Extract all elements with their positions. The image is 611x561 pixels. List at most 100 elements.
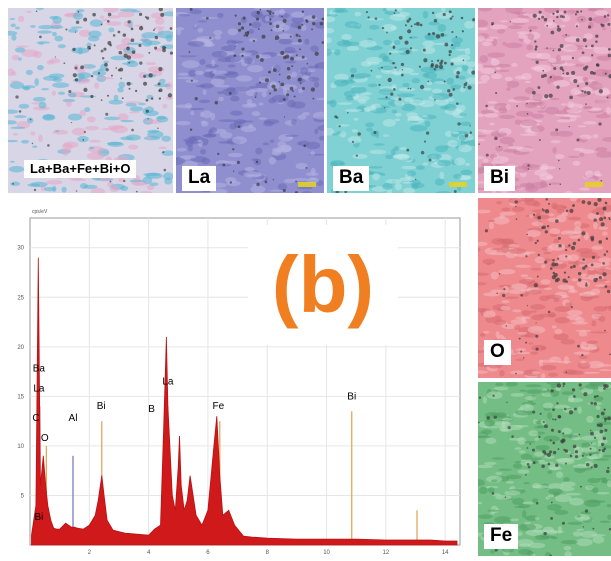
map-grain	[298, 88, 304, 93]
map-dark-speck	[431, 11, 435, 15]
map-grain	[486, 475, 503, 483]
map-dark-speck	[557, 448, 560, 450]
map-grain	[337, 102, 353, 105]
map-grain	[478, 350, 485, 353]
y-tick-label: 20	[17, 345, 24, 351]
map-grain	[165, 96, 173, 100]
map-grain	[411, 78, 421, 84]
map-dark-speck	[505, 325, 508, 327]
map-grain	[347, 136, 362, 144]
map-dark-speck	[107, 12, 112, 17]
map-grain	[282, 87, 288, 95]
map-dark-speck	[526, 447, 529, 449]
map-dark-speck	[608, 528, 611, 531]
map-dark-speck	[97, 72, 101, 75]
map-grain	[567, 395, 575, 403]
map-grain	[499, 369, 505, 377]
map-dark-speck	[194, 96, 198, 101]
map-grain	[518, 450, 526, 454]
map-grain	[409, 72, 420, 76]
map-grain	[350, 86, 367, 94]
map-dark-speck	[546, 225, 550, 228]
map-dark-speck	[289, 35, 292, 38]
map-grain	[512, 463, 523, 469]
map-grain	[398, 67, 414, 74]
map-grain	[395, 112, 402, 117]
map-grain	[461, 64, 469, 72]
map-dark-speck	[298, 35, 301, 38]
map-grain	[556, 54, 562, 62]
map-dark-speck	[451, 15, 454, 18]
map-grain	[153, 26, 166, 30]
map-dark-speck	[576, 10, 579, 14]
map-dark-speck	[381, 66, 383, 69]
map-grain	[547, 372, 559, 377]
map-grain	[561, 211, 569, 217]
map-dark-speck	[110, 74, 113, 77]
map-dark-speck	[607, 47, 611, 51]
map-grain	[518, 278, 536, 285]
map-grain	[580, 511, 592, 515]
map-grain	[567, 521, 583, 525]
map-dark-speck	[157, 127, 159, 129]
map-dark-speck	[15, 95, 19, 99]
map-grain	[117, 10, 135, 18]
map-grain	[554, 404, 570, 410]
map-grain	[398, 87, 416, 92]
map-grain	[590, 331, 608, 334]
map-dark-speck	[484, 229, 489, 233]
map-grain	[583, 76, 589, 84]
map-ba-label: Ba	[333, 166, 370, 191]
map-grain	[291, 16, 304, 24]
map-dark-speck	[509, 20, 511, 23]
map-dark-speck	[599, 217, 604, 222]
map-grain	[557, 254, 572, 262]
map-grain	[502, 285, 509, 293]
map-dark-speck	[546, 47, 548, 49]
map-grain	[549, 131, 559, 137]
map-dark-speck	[604, 420, 606, 423]
map-grain	[482, 258, 496, 265]
map-grain	[367, 166, 383, 169]
map-dark-speck	[90, 74, 94, 78]
map-grain	[603, 204, 611, 213]
map-dark-speck	[585, 45, 588, 48]
map-dark-speck	[398, 35, 403, 40]
map-grain	[579, 152, 585, 158]
map-dark-speck	[575, 38, 580, 42]
map-dark-speck	[592, 71, 596, 75]
x-tick-label: 14	[442, 550, 449, 556]
map-grain	[566, 9, 578, 14]
map-grain	[8, 139, 19, 143]
map-grain	[128, 111, 140, 114]
map-grain	[594, 278, 608, 282]
map-dark-speck	[529, 29, 532, 32]
map-dark-speck	[18, 110, 22, 113]
map-grain	[393, 154, 409, 159]
map-grain	[424, 34, 435, 41]
map-dark-speck	[232, 170, 235, 172]
peak-label: La	[162, 376, 174, 387]
map-dark-speck	[593, 202, 598, 207]
map-grain	[97, 76, 114, 80]
map-grain	[317, 125, 324, 131]
map-grain	[52, 31, 57, 37]
map-grain	[455, 48, 468, 51]
map-dark-speck	[556, 383, 562, 388]
map-dark-speck	[537, 17, 541, 20]
map-dark-speck	[121, 97, 124, 100]
map-grain	[76, 67, 85, 74]
map-dark-speck	[591, 54, 594, 57]
map-grain	[147, 136, 153, 140]
map-grain	[557, 457, 575, 465]
map-dark-speck	[269, 22, 272, 26]
map-dark-speck	[607, 22, 611, 26]
map-dark-speck	[585, 103, 587, 106]
map-grain	[566, 309, 583, 316]
peak-label: Bi	[34, 512, 43, 523]
map-grain	[334, 73, 349, 81]
map-grain	[598, 257, 611, 264]
map-grain	[575, 329, 591, 332]
map-dark-speck	[576, 84, 580, 88]
map-grain	[593, 175, 599, 181]
